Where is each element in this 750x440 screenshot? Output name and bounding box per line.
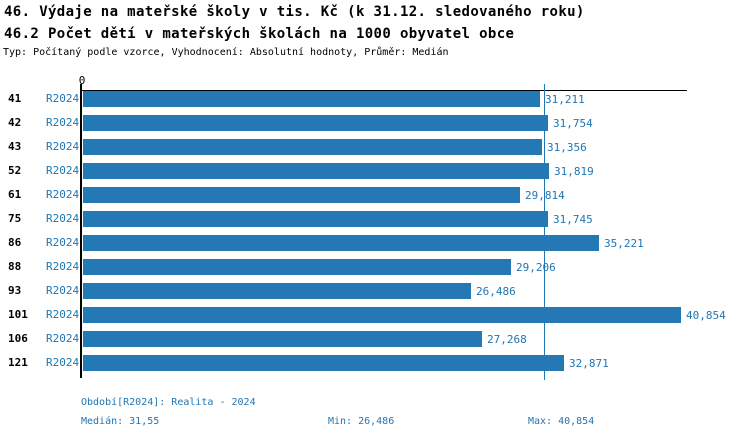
row-category-label: 86 (8, 236, 22, 249)
row-category-label: 101 (8, 308, 28, 321)
row-category-label: 42 (8, 116, 22, 129)
row-category-label: 61 (8, 188, 22, 201)
chart-title-line-1: 46. Výdaje na mateřské školy v tis. Kč (… (4, 4, 585, 20)
footer-median-label: Medián: 31,55 (81, 416, 160, 427)
row-series-label: R2024 (46, 260, 80, 273)
bar (83, 235, 599, 251)
footer-max-label: Max: 40,854 (528, 416, 595, 427)
bar (83, 91, 540, 107)
bar-row: 93 R2024 26,486 (0, 283, 750, 307)
row-series-label: R2024 (46, 308, 80, 321)
row-series-label: R2024 (46, 332, 80, 345)
chart-subtitle: Typ: Počítaný podle vzorce, Vyhodnocení:… (3, 47, 449, 58)
x-axis-zero-tick-label: 0 (78, 74, 86, 87)
bar-row: 86 R2024 35,221 (0, 235, 750, 259)
row-series-label: R2024 (46, 188, 80, 201)
row-series-label: R2024 (46, 236, 80, 249)
row-series-label: R2024 (46, 164, 80, 177)
row-category-label: 75 (8, 212, 22, 225)
row-category-label: 41 (8, 92, 22, 105)
bar-row: 121 R2024 32,871 (0, 355, 750, 379)
bar-row: 43 R2024 31,356 (0, 139, 750, 163)
median-line (544, 84, 545, 380)
bar-row: 61 R2024 29,814 (0, 187, 750, 211)
row-category-label: 121 (8, 356, 28, 369)
bar-value-label: 26,486 (476, 285, 516, 298)
bar (83, 163, 549, 179)
bar-value-label: 32,871 (569, 357, 609, 370)
x-axis-line (81, 90, 687, 91)
bar-value-label: 40,854 (686, 309, 726, 322)
bar (83, 187, 520, 203)
footer-min-label: Min: 26,486 (328, 416, 395, 427)
bar (83, 331, 482, 347)
row-series-label: R2024 (46, 92, 80, 105)
bar (83, 115, 548, 131)
row-series-label: R2024 (46, 116, 80, 129)
bar-row: 42 R2024 31,754 (0, 115, 750, 139)
bar-row: 41 R2024 31,211 (0, 91, 750, 115)
bar-value-label: 29,814 (525, 189, 565, 202)
footer-period-label: Období[R2024]: Realita - 2024 (81, 397, 256, 408)
bar-value-label: 29,206 (516, 261, 556, 274)
bar (83, 259, 511, 275)
row-category-label: 106 (8, 332, 28, 345)
bar (83, 355, 564, 371)
bar-value-label: 31,211 (545, 93, 585, 106)
bar-value-label: 31,819 (554, 165, 594, 178)
row-category-label: 93 (8, 284, 22, 297)
bar-value-label: 35,221 (604, 237, 644, 250)
row-category-label: 52 (8, 164, 22, 177)
chart-title-line-2: 46.2 Počet dětí v mateřských školách na … (4, 26, 515, 42)
row-series-label: R2024 (46, 140, 80, 153)
bar (83, 211, 548, 227)
bar-value-label: 31,356 (547, 141, 587, 154)
bar-row: 75 R2024 31,745 (0, 211, 750, 235)
bar (83, 283, 471, 299)
bar (83, 139, 542, 155)
row-series-label: R2024 (46, 284, 80, 297)
bar-value-label: 31,745 (553, 213, 593, 226)
bar (83, 307, 681, 323)
bar-value-label: 27,268 (487, 333, 527, 346)
row-series-label: R2024 (46, 356, 80, 369)
bar-row: 52 R2024 31,819 (0, 163, 750, 187)
y-axis-spine (80, 84, 82, 378)
bar-row: 106 R2024 27,268 (0, 331, 750, 355)
row-category-label: 88 (8, 260, 22, 273)
bar-row: 101 R2024 40,854 (0, 307, 750, 331)
row-series-label: R2024 (46, 212, 80, 225)
bar-row: 88 R2024 29,206 (0, 259, 750, 283)
bar-value-label: 31,754 (553, 117, 593, 130)
row-category-label: 43 (8, 140, 22, 153)
